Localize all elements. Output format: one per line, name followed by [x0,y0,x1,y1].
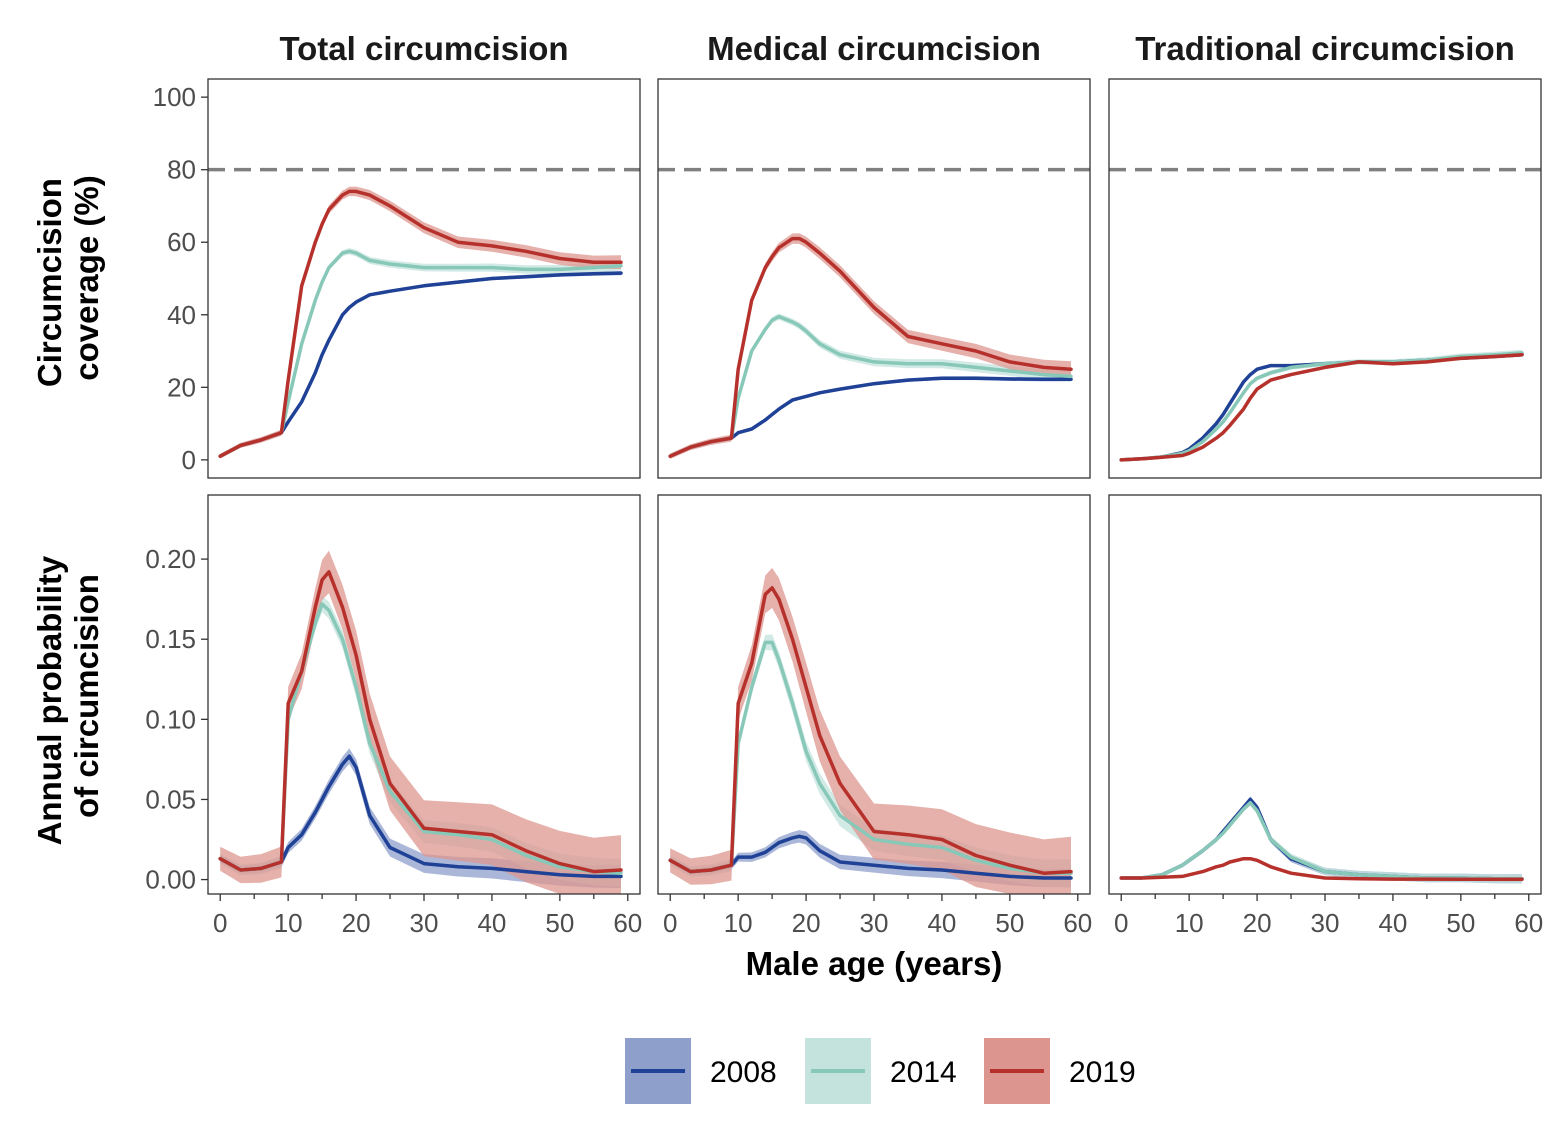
y-axis-title-coverage-line2: coverage (%) [68,175,105,380]
panel-coverage-medical-series-line-2019 [668,236,1073,458]
panel-probability-total: 0.00 0.05 0.10 0.15 0.20 0 10 20 30 40 50 60 [145,494,642,938]
panel-probability-total-xtick-label-6: 60 [613,908,642,938]
facet-title-traditional: Traditional circumcision [1135,30,1515,67]
panel-coverage-medical-plot-area [658,167,1090,459]
panel-probability-total-xtick-label-4: 40 [477,908,506,938]
legend-item-2019: 2019 [984,1038,1136,1104]
panel-coverage-traditional [1108,78,1542,479]
panel-probability-total-xtick-label-2: 20 [342,908,371,938]
panel-probability-medical-xtick-label-1: 10 [724,908,753,938]
panel-probability-medical: 0 10 20 30 40 50 60 [657,494,1092,938]
y-axis-title-coverage-line1: Circumcision [31,178,68,387]
panel-probability-medical-series-line-2019 [668,586,1073,875]
panel-probability-medical-plot-area [668,567,1073,894]
panel-probability-medical-xtick-label-5: 50 [995,908,1024,938]
panel-coverage-total-background [208,79,640,478]
panel-probability-medical-series-line-2008 [668,834,1073,880]
panel-coverage-traditional-border [1108,78,1542,479]
panel-coverage-traditional-series-line-2019 [1119,352,1524,462]
panel-probability-total-plot-area [218,550,623,894]
legend-item-2014: 2014 [805,1038,957,1104]
panel-probability-medical-xtick-label-4: 40 [927,908,956,938]
panel-probability-medical-xtick-label-2: 20 [792,908,821,938]
y-axis-title-probability-line1: Annual probability [31,555,68,845]
panel-coverage-medical-series-line-2008 [668,376,1073,458]
panel-coverage-total-ytick-label-3: 60 [167,227,196,257]
panel-probability-traditional-xtick-label-3: 30 [1311,908,1340,938]
panel-coverage-medical [657,78,1091,479]
panel-coverage-traditional-series-line-2014 [1119,351,1524,462]
panel-probability-total-ytick-label-3: 0.15 [145,624,196,654]
panel-coverage-total-border [207,78,641,479]
panel-probability-traditional-xtick-label-2: 20 [1243,908,1272,938]
panel-coverage-traditional-plot-area [1109,167,1541,462]
panel-probability-total-ytick-label-0: 0.00 [145,865,196,895]
legend-item-2008: 2008 [625,1038,777,1104]
panel-probability-total-xtick-label-0: 0 [213,908,227,938]
panel-coverage-traditional-background [1109,79,1541,478]
x-axis-title: Male age (years) [746,945,1003,982]
panel-probability-traditional-series-line-2019 [1119,856,1524,882]
panel-probability-traditional: 0 10 20 30 40 50 60 [1108,494,1543,938]
panel-coverage-medical-border [657,78,1091,479]
panel-coverage-total-ytick-label-4: 80 [167,155,196,185]
panel-probability-traditional-plot-area [1119,796,1524,884]
legend-label-2019: 2019 [1069,1056,1136,1089]
panel-coverage-medical-background [658,79,1090,478]
y-axis-title-probability-line2: of circumcision [68,574,105,818]
panel-probability-traditional-xtick-label-1: 10 [1175,908,1204,938]
panel-coverage-total-plot-area [208,167,640,459]
panel-coverage-total: 0 20 40 60 80 100 [153,78,641,479]
legend-label-2008: 2008 [710,1056,777,1089]
panel-probability-medical-xtick-label-6: 60 [1063,908,1092,938]
panel-probability-total-series-line-2008 [218,754,623,879]
legend-label-2014: 2014 [890,1056,957,1089]
panel-probability-total-xtick-label-3: 30 [410,908,439,938]
panel-coverage-total-ytick-label-0: 0 [182,445,196,475]
panel-probability-traditional-xtick-label-4: 40 [1378,908,1407,938]
facet-title-total: Total circumcision [279,30,568,67]
panel-probability-total-xtick-label-5: 50 [545,908,574,938]
panel-probability-total-ytick-label-2: 0.10 [145,704,196,734]
facet-title-medical: Medical circumcision [707,30,1041,67]
panel-probability-traditional-background [1109,495,1541,894]
panel-probability-total-xtick-label-1: 10 [274,908,303,938]
panel-probability-medical-xtick-label-0: 0 [663,908,677,938]
y-axis-title-coverage: Circumcision coverage (%) [31,169,105,387]
panel-probability-traditional-xtick-label-0: 0 [1114,908,1128,938]
panel-probability-total-ytick-label-4: 0.20 [145,544,196,574]
panel-coverage-total-series-line-2019 [218,189,623,458]
panel-coverage-total-ytick-label-2: 40 [167,300,196,330]
panel-probability-total-series-line-2019 [218,570,623,874]
panel-probability-traditional-xtick-label-5: 50 [1446,908,1475,938]
panel-probability-traditional-xtick-label-6: 60 [1514,908,1543,938]
panel-probability-medical-xtick-label-3: 30 [860,908,889,938]
panel-coverage-total-band-2019 [220,186,621,459]
y-axis-title-probability: Annual probability of circumcision [31,547,105,846]
panel-coverage-total-ytick-label-5: 100 [153,82,196,112]
panel-coverage-total-ytick-label-1: 20 [167,372,196,402]
legend: 2008 2014 2019 [625,1038,1136,1104]
panel-probability-total-ytick-label-1: 0.05 [145,784,196,814]
